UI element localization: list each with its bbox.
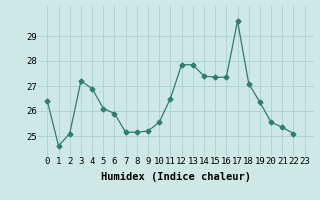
X-axis label: Humidex (Indice chaleur): Humidex (Indice chaleur) xyxy=(101,172,251,182)
